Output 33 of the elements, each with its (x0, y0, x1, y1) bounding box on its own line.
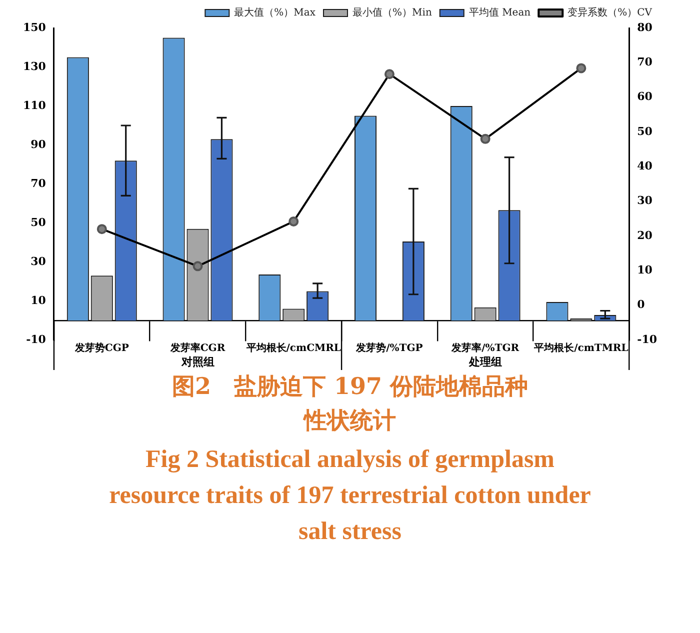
y-tick-label: 150 (22, 20, 46, 34)
text: 图2 盐胁迫下 197 份陆地棉品种性状统计 (170, 372, 530, 436)
y2-tick-label: 40 (637, 160, 653, 173)
legend-label: 最大值（%）Max (234, 6, 316, 19)
x-tick-label: 发芽势/%TGP (355, 342, 424, 354)
y2-tick-label: 70 (637, 56, 653, 69)
text: 处理组 (468, 355, 502, 368)
y-tick-label: 110 (22, 98, 46, 112)
y-tick-label: 90 (30, 138, 46, 151)
y-tick-label: 30 (30, 254, 46, 268)
y-tick-label: 130 (22, 60, 46, 73)
y2-tick-label: 50 (637, 124, 653, 138)
y2-tick-label: 80 (637, 20, 653, 34)
x-tick-label: 发芽率/%TGR (450, 342, 520, 354)
y2-tick-label: 0 (637, 298, 646, 312)
legend-label: 最小值（%）Min (352, 6, 432, 19)
y2-tick-label: 30 (637, 194, 653, 208)
x-tick-label: 发芽势CGP (74, 342, 130, 354)
y-tick-label: 10 (30, 294, 46, 307)
x-tick-label: 平均根长/cmCMRL (245, 342, 341, 354)
y-tick-label: -10 (26, 332, 46, 346)
y2-tick-label: 10 (637, 264, 653, 277)
text: 对照组 (180, 355, 214, 368)
y2-tick-label: 20 (637, 228, 653, 242)
x-tick-label: 平均根长/cmTMRL (533, 342, 628, 354)
y2-tick-label: 60 (637, 90, 653, 104)
y-tick-label: 70 (30, 176, 46, 190)
y-tick-label: 50 (30, 216, 46, 229)
y2-tick-label: -10 (637, 332, 658, 346)
legend-label: 平均值 Mean (468, 6, 532, 19)
x-tick-label: 发芽率CGR (169, 342, 226, 354)
legend-label: 变异系数（%）CV (568, 6, 653, 19)
text: Fig 2 Statistical analysis of germplasm resource traits of 197 terrestrial cotton under salt stress (108, 445, 592, 547)
